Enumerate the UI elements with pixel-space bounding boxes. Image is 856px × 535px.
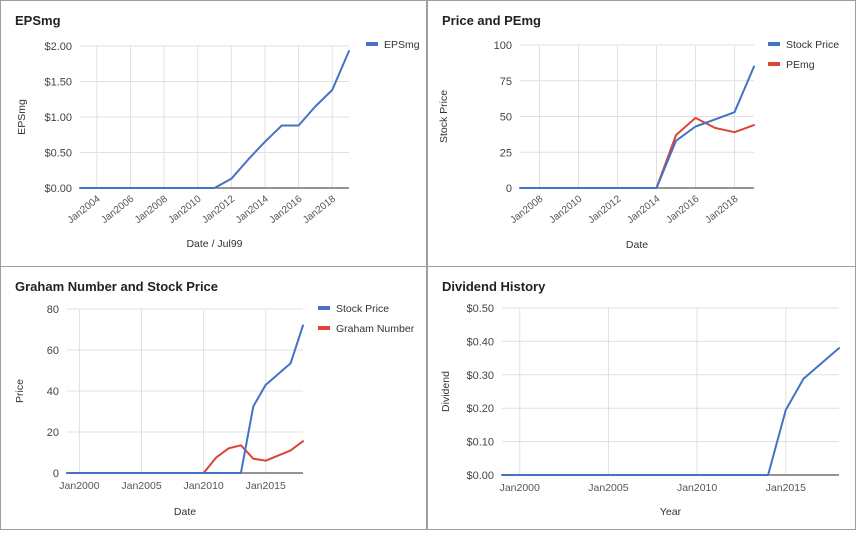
y-tick-label: 25	[500, 147, 512, 159]
series-line	[66, 440, 304, 474]
y-tick-label: $1.00	[44, 112, 72, 124]
y-tick-label: $1.50	[44, 77, 72, 89]
y-tick-label: $0.20	[466, 403, 494, 415]
y-tick-label: $0.10	[466, 437, 494, 449]
x-tick-label: Jan2006	[99, 193, 136, 226]
y-tick-label: $2.00	[44, 41, 72, 53]
chart-title: Dividend History	[442, 279, 546, 294]
chart-panel-dividend: Dividend History $0.00 $0.10 $0.20 $0.30 $0.…	[427, 266, 856, 530]
x-tick-label: Jan2005	[121, 480, 161, 492]
x-axis-label: Date / Jul99	[186, 238, 242, 250]
x-tick-label: Jan2018	[301, 193, 338, 226]
x-tick-label: Jan2014	[625, 193, 662, 226]
x-tick-label: Jan2010	[547, 193, 584, 226]
legend-label: EPSmg	[384, 39, 420, 51]
y-tick-label: 80	[47, 304, 59, 316]
legend-label: PEmg	[786, 59, 815, 71]
y-axis-label: Dividend	[440, 371, 452, 412]
chart-panel-epsmg: EPSmg $0.00 $0.50 $1.00 $1.50 $2.00 Jan2004 Ja…	[0, 0, 427, 267]
legend-label: Graham Number	[336, 323, 415, 335]
legend-swatch	[318, 326, 330, 330]
chart-title: EPSmg	[15, 13, 61, 28]
x-tick-label: Jan2016	[664, 193, 701, 226]
series-line	[519, 65, 755, 189]
x-tick-label: Jan2012	[200, 193, 237, 226]
series-line	[501, 347, 840, 476]
y-tick-label: 20	[47, 427, 59, 439]
y-tick-label: $0.00	[44, 183, 72, 195]
x-tick-label: Jan2014	[234, 193, 271, 226]
y-tick-label: 40	[47, 386, 59, 398]
y-tick-label: 0	[53, 468, 59, 480]
x-tick-label: Jan2018	[703, 193, 740, 226]
x-axis-label: Year	[660, 506, 682, 518]
legend-swatch	[366, 42, 378, 46]
x-axis-label: Date	[626, 239, 648, 251]
x-tick-label: Jan2000	[500, 482, 540, 494]
legend-swatch	[768, 62, 780, 66]
chart-svg: $0.00$0.50$1.00$1.50$2.00Jan2004Jan2006J…	[16, 39, 420, 250]
x-tick-label: Jan2010	[677, 482, 717, 494]
chart-svg: 0 20 40 60 80 Jan2000 Jan2005 Jan2010 Jan2015 Dat…	[14, 303, 415, 518]
series-line	[79, 50, 350, 189]
legend-label: Stock Price	[786, 39, 839, 51]
y-tick-label: $0.40	[466, 336, 494, 348]
x-tick-label: Jan2005	[588, 482, 628, 494]
chart-panel-graham: Graham Number and Stock Price 0 20 40 60 80 J…	[0, 266, 427, 530]
x-tick-label: Jan2004	[66, 193, 103, 226]
y-tick-label: $0.50	[466, 303, 494, 315]
x-axis-label: Date	[174, 506, 196, 518]
y-tick-label: 60	[47, 345, 59, 357]
y-axis-label: EPSmg	[16, 99, 28, 135]
x-tick-label: Jan2016	[267, 193, 304, 226]
y-tick-label: $0.00	[466, 470, 494, 482]
x-tick-label: Jan2012	[586, 193, 623, 226]
chart-title: Graham Number and Stock Price	[15, 279, 219, 294]
x-tick-label: Jan2010	[167, 193, 204, 226]
y-tick-label: 100	[494, 40, 512, 52]
y-axis-label: Stock Price	[438, 90, 450, 143]
x-tick-label: Jan2008	[508, 193, 545, 226]
series-line	[608, 116, 755, 189]
legend-label: Stock Price	[336, 303, 389, 315]
x-tick-label: Jan2000	[59, 480, 99, 492]
x-tick-label: Jan2015	[246, 480, 286, 492]
chart-svg: $0.00 $0.10 $0.20 $0.30 $0.40 $0.50 Jan2000 Jan…	[440, 303, 840, 518]
y-tick-label: $0.50	[44, 148, 72, 160]
y-tick-label: $0.30	[466, 370, 494, 382]
y-tick-label: 75	[500, 76, 512, 88]
legend-swatch	[768, 42, 780, 46]
y-tick-label: 50	[500, 112, 512, 124]
y-axis-label: Price	[14, 379, 26, 403]
x-tick-label: Jan2015	[766, 482, 806, 494]
y-tick-label: 0	[506, 183, 512, 195]
series-line	[66, 324, 304, 474]
x-tick-label: Jan2008	[133, 193, 170, 226]
legend-swatch	[318, 306, 330, 310]
chart-panel-price-pemg: Price and PEmg 0 25 50 75 100 Jan2008 Jan2010 J…	[427, 0, 856, 267]
chart-title: Price and PEmg	[442, 13, 541, 28]
x-tick-label: Jan2010	[183, 480, 223, 492]
